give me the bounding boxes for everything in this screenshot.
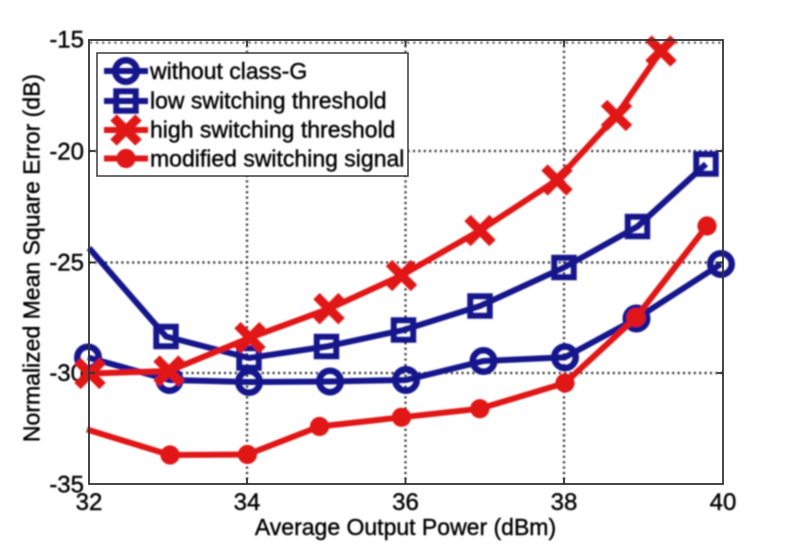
svg-text:-20: -20 — [49, 139, 84, 166]
svg-text:Average Output Power (dBm): Average Output Power (dBm) — [255, 514, 556, 540]
svg-text:32: 32 — [76, 489, 103, 516]
svg-text:-15: -15 — [49, 27, 84, 54]
svg-text:high switching threshold: high switching threshold — [150, 117, 395, 143]
svg-text:-25: -25 — [49, 250, 84, 277]
svg-text:Normalized Mean Square Error (: Normalized Mean Square Error (dB) — [19, 74, 45, 442]
svg-text:without class-G: without class-G — [149, 58, 307, 84]
svg-text:38: 38 — [551, 489, 578, 516]
svg-text:40: 40 — [710, 489, 737, 516]
svg-text:34: 34 — [234, 489, 261, 516]
svg-text:modified switching signal: modified switching signal — [150, 146, 404, 172]
svg-text:-35: -35 — [49, 472, 84, 499]
svg-text:low switching threshold: low switching threshold — [150, 88, 387, 114]
svg-text:36: 36 — [392, 489, 419, 516]
